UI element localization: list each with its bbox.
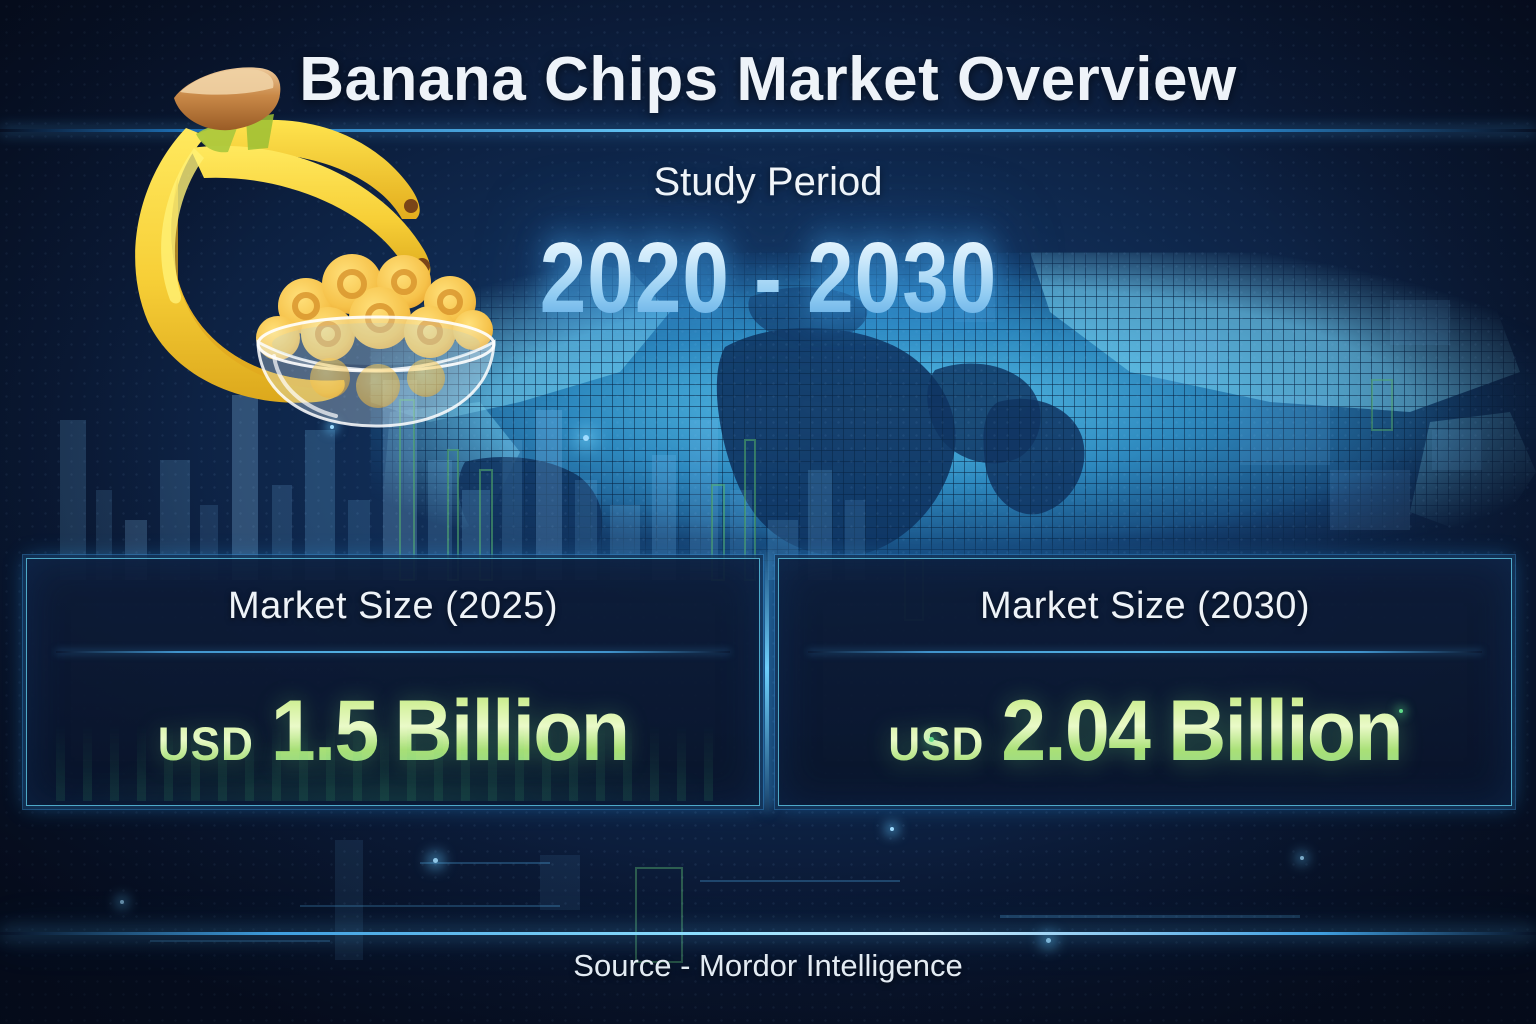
study-period-range: 2020 - 2030 xyxy=(539,222,997,334)
cards-separator-glow xyxy=(765,552,769,810)
source-caption: Source - Mordor Intelligence xyxy=(573,948,963,983)
market-card-2030: Market Size (2030) USD 2.04 Billion xyxy=(778,558,1512,806)
market-value-row: USD 2.04 Billion xyxy=(801,671,1489,791)
green-glow-dot xyxy=(929,737,934,742)
card-title: Market Size (2030) xyxy=(979,585,1310,627)
amount-value: 2.04 xyxy=(1001,671,1153,791)
glow-particle xyxy=(583,435,589,441)
glow-particle xyxy=(1300,856,1304,860)
banana-bunch-with-bowl-of-banana-chips-icon xyxy=(135,67,496,428)
currency-label: USD xyxy=(888,684,984,804)
card-divider xyxy=(56,651,730,653)
card-title: Market Size (2025) xyxy=(227,585,558,627)
card-divider xyxy=(808,651,1482,653)
green-bars-decor xyxy=(56,723,730,801)
glow-particle xyxy=(120,900,124,904)
glow-particle xyxy=(433,858,438,863)
glow-particle xyxy=(890,827,894,831)
green-glow-dot xyxy=(1399,709,1403,713)
unit-label: Billion xyxy=(1168,671,1404,791)
bottom-divider-line xyxy=(0,932,1536,935)
market-card-2025: Market Size (2025) USD 1.5 Billion xyxy=(26,558,760,806)
glow-particle xyxy=(1046,938,1051,943)
